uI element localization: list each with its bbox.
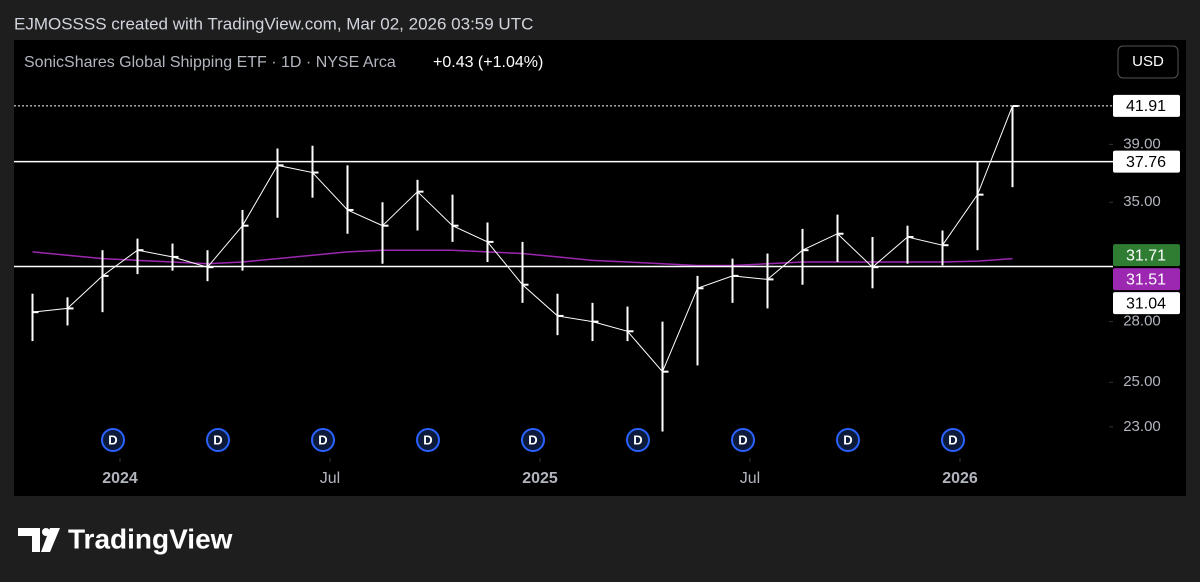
price-label: 31.51 — [1126, 271, 1166, 288]
brand: TradingView — [68, 523, 233, 554]
price-label-box — [1113, 292, 1180, 315]
y-tick-label: 39.00 — [1123, 135, 1161, 152]
dividend-label: D — [423, 432, 432, 447]
x-tick-label: 2024 — [102, 470, 138, 487]
chart-title: SonicShares Global Shipping ETF · 1D · N… — [24, 54, 396, 71]
x-tick-label: 2025 — [522, 470, 558, 487]
dividend-marker[interactable] — [416, 428, 440, 452]
x-tick-label: Jul — [320, 470, 340, 487]
dividend-marker[interactable] — [626, 428, 650, 452]
logo-mark — [41, 528, 60, 552]
price-label: 37.76 — [1126, 154, 1166, 171]
price-label-box — [1113, 244, 1180, 267]
price-label-box — [1113, 150, 1180, 173]
price-label: 31.71 — [1126, 247, 1166, 264]
currency-button[interactable] — [1117, 45, 1179, 79]
x-tick-label: Jul — [740, 470, 760, 487]
dividend-marker[interactable] — [836, 428, 860, 452]
dividend-marker[interactable] — [941, 428, 965, 452]
price-label-box — [1113, 94, 1180, 117]
price-label: 41.91 — [1126, 98, 1166, 115]
x-tick-label: 2026 — [942, 470, 978, 487]
dividend-label: D — [108, 432, 117, 447]
dividend-marker[interactable] — [101, 428, 125, 452]
dividend-marker[interactable] — [521, 428, 545, 452]
logo-mark — [18, 528, 40, 552]
close-line — [32, 105, 1013, 373]
dividend-label: D — [843, 432, 852, 447]
y-tick-label: 25.00 — [1123, 373, 1161, 390]
dividend-label: D — [633, 432, 642, 447]
y-tick-label: 35.00 — [1123, 193, 1161, 210]
logo: TradingView — [18, 523, 233, 554]
y-tick-label: 28.00 — [1123, 313, 1161, 330]
price-label-box — [1113, 268, 1180, 291]
dividend-marker[interactable] — [311, 428, 335, 452]
dividend-marker[interactable] — [731, 428, 755, 452]
dividend-label: D — [528, 432, 537, 447]
dividend-label: D — [318, 432, 327, 447]
y-tick-label: 23.00 — [1123, 418, 1161, 435]
dividend-label: D — [948, 432, 957, 447]
chart-area — [14, 40, 1186, 496]
change: +0.43 (+1.04%) — [433, 54, 543, 71]
dividend-marker[interactable] — [206, 428, 230, 452]
credit: EJMOSSSS created with TradingView.com, M… — [14, 14, 533, 33]
dividend-label: D — [213, 432, 222, 447]
price-label: 31.04 — [1126, 295, 1166, 312]
currency[interactable]: USD — [1132, 53, 1164, 70]
dividend-label: D — [738, 432, 747, 447]
